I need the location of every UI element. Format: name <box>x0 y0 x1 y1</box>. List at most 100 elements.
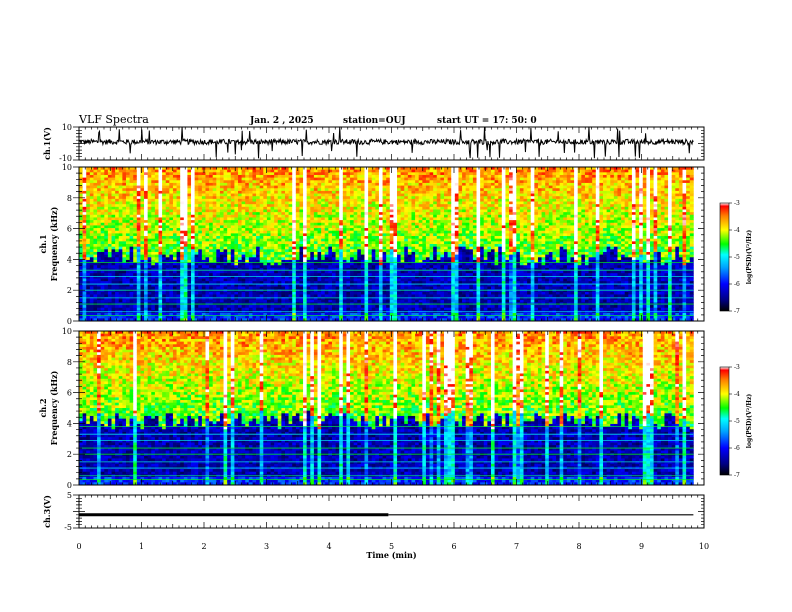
spectrogram-cell <box>292 238 297 242</box>
spectrogram-cell <box>306 289 311 293</box>
spectrogram-cell <box>100 265 105 269</box>
spectrogram-cell <box>176 212 181 216</box>
spectrogram-cell <box>313 246 318 250</box>
spectrogram-cell <box>86 254 91 258</box>
spectrogram-cell <box>97 198 102 202</box>
spectrogram-cell <box>115 254 120 258</box>
spectrogram-cell <box>259 297 264 301</box>
spectrogram-cell <box>147 188 152 192</box>
spectrogram-cell <box>79 209 83 213</box>
spectrogram-cell <box>321 169 326 173</box>
spectrogram-cell <box>97 305 102 309</box>
spectrogram-cell <box>263 265 268 269</box>
spectrogram-cell <box>111 254 116 258</box>
spectrogram-cell <box>234 167 239 171</box>
spectrogram-cell <box>270 307 275 311</box>
spectrogram-cell <box>169 289 174 293</box>
spectrogram-cell <box>277 222 282 226</box>
spectrogram-cell <box>89 286 94 290</box>
spectrogram-cell <box>97 283 102 287</box>
spectrogram-cell <box>205 246 210 250</box>
spectrogram-cell <box>371 220 376 224</box>
spectrogram-cell <box>386 273 391 277</box>
spectrogram-cell <box>317 291 322 295</box>
spectrogram-cell <box>248 169 253 173</box>
spectrogram-cell <box>321 198 326 202</box>
spectrogram-cell <box>162 307 167 311</box>
spectrogram-cell <box>133 244 138 248</box>
spectrogram-cell <box>241 214 246 218</box>
spectrogram-cell <box>194 265 199 269</box>
spectrogram-cell <box>274 286 279 290</box>
spectrogram-cell <box>277 289 282 293</box>
spectrogram-cell <box>104 222 109 226</box>
spectrogram-cell <box>86 257 91 261</box>
spectrogram-cell <box>281 222 286 226</box>
spectrogram-cell <box>111 299 116 303</box>
spectrogram-cell <box>183 228 188 232</box>
spectrogram-cell <box>371 246 376 250</box>
spectrogram-cell <box>357 294 362 298</box>
spectrogram-cell <box>313 315 318 319</box>
spectrogram-cell <box>277 305 282 309</box>
spectrogram-cell <box>183 182 188 186</box>
spectrogram-cell <box>176 273 181 277</box>
spectrogram-cell <box>331 265 336 269</box>
spectrogram-cell <box>288 289 293 293</box>
spectrogram-cell <box>133 305 138 309</box>
spectrogram-cell <box>191 225 195 229</box>
spectrogram-cell <box>180 182 185 186</box>
spectrogram-cell <box>342 228 347 232</box>
spectrogram-cell <box>165 238 170 242</box>
spectrogram-cell <box>378 180 383 184</box>
spectrogram-cell <box>375 297 380 301</box>
spectrogram-cell <box>299 305 304 309</box>
spectrogram-cell <box>212 201 217 205</box>
spectrogram-cell <box>371 217 376 221</box>
spectrogram-cell <box>288 222 293 226</box>
spectrogram-cell <box>353 283 358 287</box>
spectrogram-cell <box>299 172 304 176</box>
spectrogram-cell <box>281 225 286 229</box>
spectrogram-cell <box>339 196 344 200</box>
spectrogram-cell <box>216 278 221 282</box>
spectrogram-cell <box>223 273 228 277</box>
spectrogram-cell <box>187 270 192 274</box>
spectrogram-cell <box>147 281 152 285</box>
spectrogram-cell <box>172 230 177 234</box>
spectrogram-cell <box>194 270 199 274</box>
spectrogram-cell <box>111 206 116 210</box>
spectrogram-cell <box>223 305 228 309</box>
spectrogram-cell <box>386 294 391 298</box>
spectrogram-cell <box>125 214 130 218</box>
spectrogram-cell <box>238 259 242 263</box>
spectrogram-cell <box>324 217 329 221</box>
spectrogram-cell <box>245 246 250 250</box>
spectrogram-cell <box>169 174 174 178</box>
spectrogram-cell <box>321 299 326 303</box>
spectrogram-cell <box>324 318 329 322</box>
spectrogram-cell <box>306 251 311 255</box>
spectrogram-cell <box>317 315 322 319</box>
spectrogram-cell <box>129 212 134 216</box>
spectrogram-cell <box>151 265 156 269</box>
spectrogram-cell <box>187 313 192 317</box>
spectrogram-cell <box>205 238 210 242</box>
spectrogram-cell <box>129 313 134 317</box>
spectrogram-cell <box>82 209 87 213</box>
spectrogram-cell <box>129 315 134 319</box>
spectrogram-cell <box>306 177 311 181</box>
spectrogram-cell <box>216 188 221 192</box>
spectrogram-cell <box>245 283 250 287</box>
spectrogram-cell <box>368 206 373 210</box>
spectrogram-cell <box>140 174 145 178</box>
spectrogram-cell <box>169 169 174 173</box>
spectrogram-cell <box>86 167 91 171</box>
spectrogram-cell <box>144 291 149 295</box>
spectrogram-cell <box>100 241 105 245</box>
spectrogram-cell <box>97 209 102 213</box>
spectrogram-cell <box>245 196 250 200</box>
spectrogram-cell <box>353 214 358 218</box>
spectrogram-cell <box>342 180 347 184</box>
spectrogram-cell <box>140 214 145 218</box>
